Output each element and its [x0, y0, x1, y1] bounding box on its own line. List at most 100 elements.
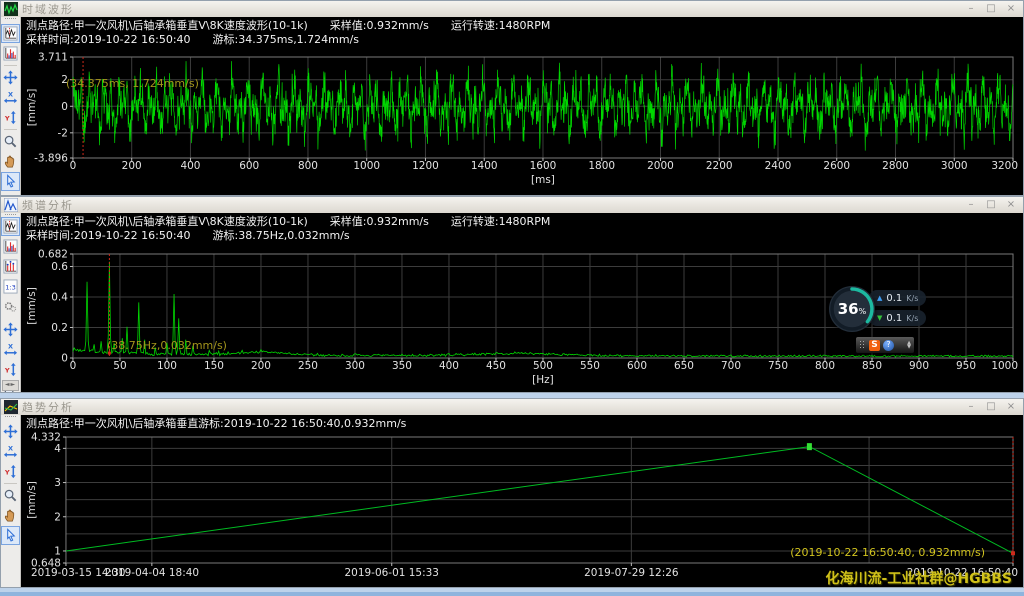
x-tick-label: 650: [674, 360, 694, 372]
titlebar-spectrum[interactable]: 频谱分析 – □ ×: [1, 197, 1023, 214]
measurement-path: 测点路径:甲一次风机\后轴承箱垂直V\8K速度波形(10-1k): [26, 417, 198, 431]
harmonic-list-button[interactable]: 1:3: [1, 277, 20, 296]
x-tick-label: 400: [439, 360, 459, 372]
select-cursor-button[interactable]: [1, 526, 20, 545]
close-button[interactable]: ×: [1005, 3, 1017, 15]
hand-button[interactable]: [1, 506, 20, 525]
x-tick-label: 450: [486, 360, 506, 372]
ime-expand-arrows[interactable]: ▲▼: [907, 341, 911, 349]
pan-move-button[interactable]: [1, 320, 20, 339]
time-waveform-button[interactable]: [1, 24, 20, 43]
x-tick-label: 2600: [823, 160, 850, 172]
y-tick-label: 0.6: [51, 261, 68, 273]
toolbar-trend: XY: [1, 415, 21, 587]
x-zoom-button[interactable]: X: [1, 340, 20, 359]
magnifier-button[interactable]: [1, 132, 20, 151]
restore-button[interactable]: □: [985, 199, 997, 211]
chart-trend[interactable]: 测点路径:甲一次风机\后轴承箱垂直V\8K速度波形(10-1k) 游标:2019…: [21, 415, 1023, 587]
y-zoom-icon: Y: [3, 110, 18, 125]
upload-speed-value: 0.1: [886, 293, 902, 304]
upload-speed-unit: K/s: [906, 294, 918, 303]
x-tick-label: 50: [113, 360, 126, 372]
window-title: 时域波形: [22, 1, 74, 17]
pan-move-button[interactable]: [1, 68, 20, 87]
net-speed-widget[interactable]: 36 % ▲ 0.1 K/s ▼ 0.1 K/s: [829, 286, 933, 334]
download-speed-value: 0.1: [886, 313, 902, 324]
x-tick-label: 750: [768, 360, 788, 372]
x-tick-label: 1000: [991, 360, 1018, 372]
titlebar-time-waveform[interactable]: 时域波形 – □ ×: [1, 1, 1023, 18]
cursor-annotation: (38.75Hz,0.032mm/s): [107, 339, 227, 352]
usage-percent: 36: [838, 300, 859, 318]
cursor-annotation: (2019-10-22 16:50:40, 0.932mm/s): [790, 546, 985, 559]
download-arrow-icon: ▼: [877, 314, 882, 322]
hand-button[interactable]: [1, 152, 20, 171]
x-tick-label: 2019-07-29 12:26: [584, 567, 679, 579]
y-zoom-button[interactable]: Y: [1, 360, 20, 379]
x-axis-unit-label: [Hz]: [532, 374, 554, 386]
upload-speed-row: ▲ 0.1 K/s: [869, 290, 926, 306]
toolbar-overflow-scroll[interactable]: ◄►: [2, 380, 19, 391]
x-tick-label: 200: [251, 360, 271, 372]
trend-peak-marker[interactable]: [807, 443, 812, 450]
x-tick-label: 0: [70, 160, 77, 172]
restore-button[interactable]: □: [985, 3, 997, 15]
memory-usage-circle[interactable]: 36 %: [829, 286, 875, 332]
spectrum-button[interactable]: [1, 44, 20, 63]
ime-toolbar[interactable]: S ? ▲▼: [856, 337, 914, 353]
y-axis-unit-label: [mm/s]: [26, 89, 38, 127]
window-controls: – □ ×: [965, 3, 1020, 15]
spectrum-window-icon: [4, 198, 18, 212]
x-zoom-button[interactable]: X: [1, 442, 20, 461]
x-tick-label: 300: [345, 360, 365, 372]
ime-drag-grip[interactable]: [859, 340, 866, 350]
window-controls: – □ ×: [965, 199, 1020, 211]
time-waveform-button[interactable]: [1, 217, 20, 236]
x-tick-label: 600: [239, 160, 259, 172]
restore-button[interactable]: □: [985, 401, 997, 413]
magnifier-button[interactable]: [1, 486, 20, 505]
x-zoom-icon: X: [3, 342, 18, 357]
toolbar-grip[interactable]: [5, 416, 16, 420]
chart-spectrum[interactable]: 测点路径:甲一次风机\后轴承箱垂直V\8K速度波形(10-1k) 采样值:0.9…: [21, 213, 1023, 392]
sample-time: 采样时间:2019-10-22 16:50:40: [26, 229, 191, 243]
titlebar-trend[interactable]: 趋势分析 – □ ×: [1, 399, 1023, 416]
chart-time-waveform[interactable]: 测点路径:甲一次风机\后轴承箱垂直V\8K速度波形(10-1k) 采样值:0.9…: [21, 17, 1023, 195]
minimize-button[interactable]: –: [965, 199, 977, 211]
minimize-button[interactable]: –: [965, 401, 977, 413]
toolbar-grip[interactable]: [5, 18, 16, 22]
sogou-ime-icon[interactable]: S: [869, 340, 880, 351]
x-tick-label: 600: [627, 360, 647, 372]
x-tick-label: 400: [180, 160, 200, 172]
time-waveform-window-icon: [4, 2, 18, 16]
x-zoom-button[interactable]: X: [1, 88, 20, 107]
x-tick-label: 2400: [765, 160, 792, 172]
select-cursor-button[interactable]: [1, 172, 20, 191]
cursor-annotation: (34.375ms, 1.724mm/s): [66, 77, 199, 90]
sample-time: 采样时间:2019-10-22 16:50:40: [26, 33, 191, 47]
close-button[interactable]: ×: [1005, 199, 1017, 211]
measurement-path: 测点路径:甲一次风机\后轴承箱垂直V\8K速度波形(10-1k): [26, 19, 308, 33]
y-tick-label: -3.896: [34, 152, 68, 164]
trend-plot[interactable]: 2019-03-15 14:302019-04-04 18:402019-06-…: [21, 415, 1023, 587]
spectrum-icon: [3, 239, 18, 254]
y-zoom-button[interactable]: Y: [1, 108, 20, 127]
ime-help-icon[interactable]: ?: [883, 340, 894, 351]
pan-move-button[interactable]: [1, 422, 20, 441]
close-button[interactable]: ×: [1005, 401, 1017, 413]
y-zoom-button[interactable]: Y: [1, 462, 20, 481]
pan-move-icon: [3, 424, 18, 439]
spectrum-marker-button[interactable]: [1, 257, 20, 276]
sample-value: 采样值:0.932mm/s: [330, 215, 429, 229]
spectrum-icon: [3, 46, 18, 61]
x-tick-label: 900: [909, 360, 929, 372]
window-time-waveform: 时域波形 – □ × XY 测点路径:甲一次风机\后轴承箱垂直V\8K速度波形(…: [0, 0, 1024, 196]
svg-text:1:3: 1:3: [5, 283, 16, 291]
window-title: 频谱分析: [22, 197, 74, 213]
x-tick-label: 3200: [991, 160, 1018, 172]
minimize-button[interactable]: –: [965, 3, 977, 15]
measurement-path: 测点路径:甲一次风机\后轴承箱垂直V\8K速度波形(10-1k): [26, 215, 308, 229]
spectrum-button[interactable]: [1, 237, 20, 256]
gears-button[interactable]: [1, 297, 20, 316]
toolbar-grip[interactable]: [5, 214, 16, 215]
